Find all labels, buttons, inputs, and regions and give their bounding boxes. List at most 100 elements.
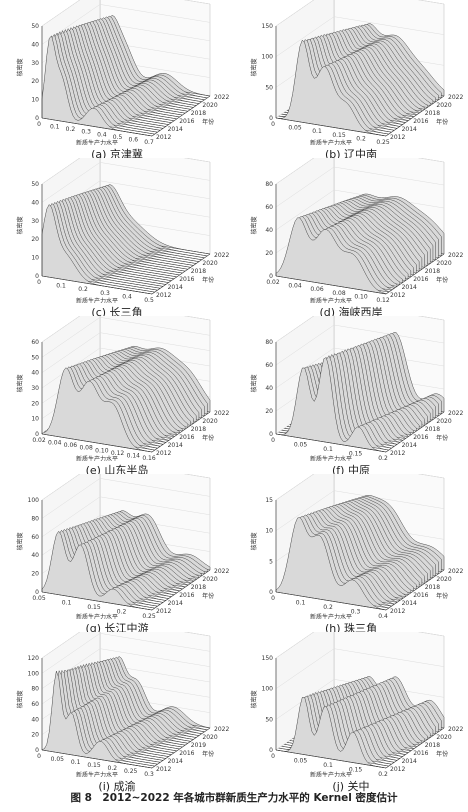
- chart-panel-i: 0 0.05 0.1 0.15 0.2 0.25 0.3 2012 2014 2016 2019 20…: [0, 632, 234, 793]
- y-tick-label: 2014: [402, 284, 417, 291]
- z-tick-label: 50: [31, 181, 39, 188]
- x-axis-line: [275, 433, 387, 453]
- x-tick-label: 0.2: [356, 135, 366, 142]
- x-axis-label: 新质生产力水平: [310, 139, 352, 145]
- y-tick-label: 2020: [202, 576, 217, 583]
- x-axis-label: 新质生产力水平: [310, 613, 352, 619]
- y-tick-label: 2018: [191, 268, 206, 275]
- x-tick-label: 0.4: [122, 293, 132, 300]
- z-tick-label: 50: [31, 23, 39, 30]
- y-tick-label: 2014: [402, 442, 417, 449]
- z-gridline: [41, 317, 211, 358]
- z-tick-label: 20: [31, 400, 39, 407]
- z-tick-label: 0: [269, 747, 273, 754]
- x-tick-label: 0.08: [79, 445, 93, 452]
- y-tick-label: 2014: [168, 442, 183, 449]
- y-tick-label: 2018: [191, 426, 206, 433]
- y-tick-label: 2016: [413, 434, 428, 441]
- z-tick-label: 50: [31, 354, 39, 361]
- z-gridline: [41, 316, 211, 343]
- x-tick-label: 0.1: [56, 283, 66, 290]
- z-gridline: [41, 474, 211, 501]
- z-tick-label: 100: [262, 686, 274, 693]
- y-tick-label: 2018: [191, 584, 206, 591]
- z-axis-label: 核密度: [16, 216, 24, 234]
- figure-caption: 图 8 2012~2022 年各城市群新质生产力水平的 Kernel 密度估计: [70, 792, 398, 804]
- x-tick-label: 0.15: [332, 132, 346, 139]
- x-tick-label: 0.15: [87, 604, 101, 611]
- x-tick-label: 0.05: [294, 442, 308, 449]
- y-axis-line: [151, 411, 211, 453]
- x-tick-label: 0.15: [349, 767, 363, 774]
- y-tick-label: 2014: [402, 758, 417, 765]
- y-axis-label: 年份: [436, 750, 448, 758]
- y-tick-label: 2018: [191, 110, 206, 117]
- y-tick-label: 2022: [214, 94, 229, 101]
- z-tick-label: 10: [31, 255, 39, 262]
- z-tick-label: 50: [265, 84, 273, 91]
- y-tick-label: 2022: [448, 568, 463, 575]
- y-axis-line: [151, 95, 211, 137]
- plot-group: 0.02 0.04 0.06 0.08 0.10 0.12 0.14 0.1620122014…: [16, 316, 229, 461]
- y-axis-label: 年份: [202, 118, 214, 126]
- chart-panel-g: 0.05 0.1 0.15 0.2 0.25 2012 2014 2016 2018 2020 20…: [0, 474, 234, 635]
- y-tick-label: 2016: [413, 750, 428, 757]
- y-axis-label: 年份: [202, 750, 214, 758]
- z-tick-label: 20: [31, 732, 39, 739]
- x-tick-label: 0: [271, 595, 275, 602]
- z-tick-label: 30: [31, 60, 39, 67]
- y-axis-line: [151, 569, 211, 611]
- z-gridline: [275, 347, 445, 389]
- y-tick-label: 2016: [179, 118, 194, 125]
- x-tick-label: 0.5: [113, 134, 123, 141]
- surface-slice: [41, 367, 153, 453]
- z-tick-label: 0: [35, 273, 39, 280]
- z-tick-label: 20: [265, 250, 273, 257]
- z-gridline: [41, 158, 211, 185]
- x-axis-line: [41, 117, 153, 137]
- x-axis-label: 新质生产力水平: [310, 455, 352, 461]
- z-tick-label: 20: [31, 78, 39, 85]
- plot-group: 0 0.1 0.2 0.3 0.4 0.5 0.6 0.7201220142016201820…: [16, 0, 229, 145]
- z-tick-label: 80: [265, 181, 273, 188]
- z-tick-label: 120: [28, 655, 40, 662]
- x-tick-label: 0: [271, 121, 275, 128]
- chart-panel-a: 0 0.1 0.2 0.3 0.4 0.5 0.6 0.7 2012 2014 2016 2018 20…: [0, 0, 234, 161]
- y-tick-label: 2020: [436, 102, 451, 109]
- y-tick-label: 2018: [425, 426, 440, 433]
- z-tick-label: 40: [31, 552, 39, 559]
- z-tick-label: 20: [31, 571, 39, 578]
- y-tick-label: 2019: [191, 742, 206, 749]
- z-tick-label: 40: [265, 385, 273, 392]
- z-axis-label: 核密度: [16, 58, 24, 76]
- x-tick-label: 0.05: [294, 758, 308, 765]
- z-tick-label: 80: [31, 515, 39, 522]
- x-tick-label: 0.02: [266, 279, 280, 286]
- y-tick-label: 2014: [402, 600, 417, 607]
- y-axis-label: 年份: [436, 118, 448, 126]
- z-gridline: [41, 633, 211, 674]
- x-axis-label: 新质生产力水平: [76, 139, 118, 145]
- y-tick-label: 2020: [436, 418, 451, 425]
- surface-slice: [47, 32, 158, 133]
- x-tick-label: 0.3: [144, 771, 154, 777]
- x-tick-label: 0.02: [32, 437, 46, 444]
- y-tick-label: 2018: [425, 584, 440, 591]
- plot-group: 0 0.1 0.2 0.3 0.4 0.5201220142016201820202022…: [16, 158, 229, 303]
- x-tick-label: 0.14: [127, 452, 141, 459]
- y-tick-label: 2018: [425, 268, 440, 275]
- y-axis-line: [385, 727, 445, 769]
- x-tick-label: 0.2: [78, 286, 88, 293]
- z-gridline: [41, 632, 211, 659]
- surface-slice: [44, 33, 155, 135]
- plot-group: 0 0.05 0.1 0.15 0.2 0.25 0.3201220142016201920…: [16, 632, 229, 777]
- z-tick-label: 80: [31, 686, 39, 693]
- z-axis-label: 核密度: [250, 690, 258, 708]
- surface-plot-d: 0.02 0.04 0.06 0.08 0.10 0.122012201420162018…: [250, 158, 463, 303]
- y-tick-label: 2012: [156, 608, 171, 615]
- y-tick-label: 2012: [390, 450, 405, 457]
- surface-plot-a: 0 0.1 0.2 0.3 0.4 0.5 0.6 0.7201220142016201820…: [16, 0, 229, 145]
- x-tick-label: 0.12: [111, 450, 125, 457]
- x-axis-label: 新质生产力水平: [310, 771, 352, 777]
